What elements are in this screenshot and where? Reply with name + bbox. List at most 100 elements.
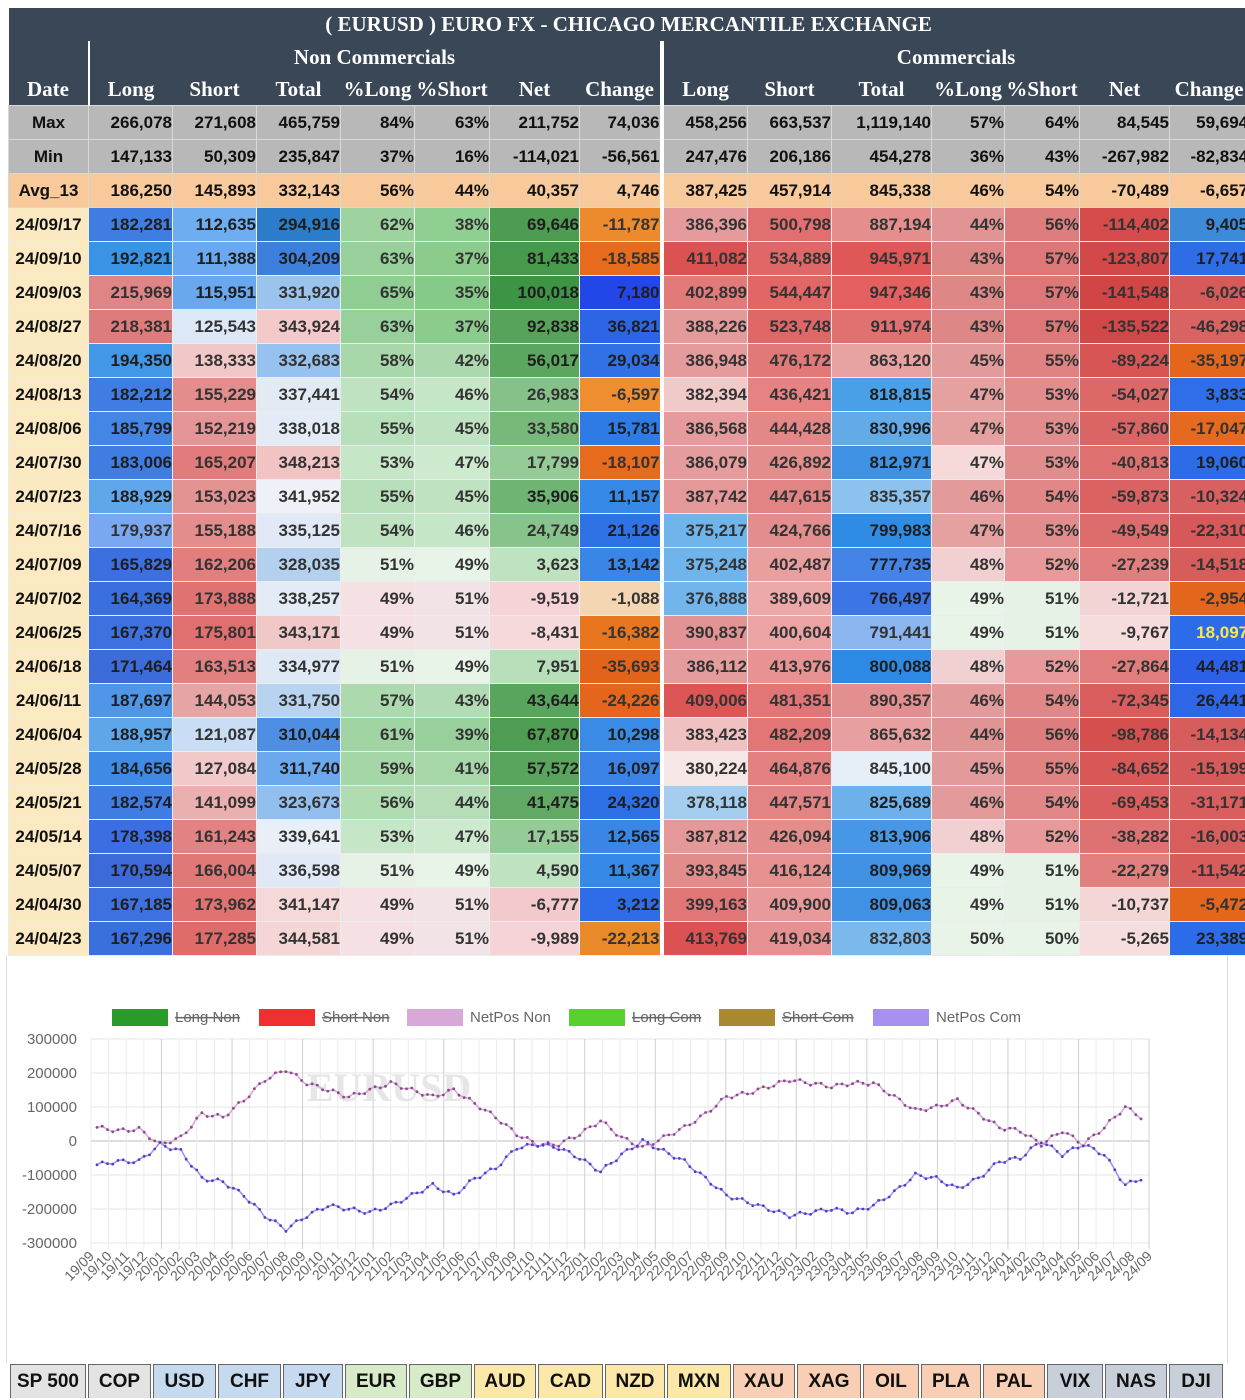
netpos-non-point <box>305 1083 309 1087</box>
table-cell: 50% <box>931 921 1005 956</box>
table-cell: 51% <box>414 615 490 650</box>
netpos-non-point <box>956 1097 959 1101</box>
netpos-non-point <box>772 1084 776 1088</box>
netpos-non-point <box>950 1099 954 1103</box>
stat-cell: 43% <box>1004 139 1080 174</box>
table-cell: 21,126 <box>579 513 662 548</box>
table-cell: 378,118 <box>659 785 748 820</box>
nav-button-xag[interactable]: XAG <box>797 1364 861 1398</box>
netpos-non-point <box>1092 1133 1096 1137</box>
netpos-com-point <box>924 1177 928 1181</box>
netpos-non-point <box>321 1088 324 1092</box>
table-cell: 402,487 <box>747 547 832 582</box>
netpos-non-point <box>1129 1107 1132 1110</box>
nav-button-usd[interactable]: USD <box>153 1364 216 1398</box>
table-cell: -18,585 <box>579 241 662 276</box>
netpos-non-point <box>688 1123 692 1127</box>
netpos-non-point <box>903 1104 907 1107</box>
table-cell: 49% <box>414 853 490 888</box>
netpos-com-point <box>704 1175 707 1179</box>
table-cell: 332,683 <box>256 343 341 378</box>
netpos-com-point <box>342 1208 345 1212</box>
table-cell: -57,860 <box>1079 411 1170 446</box>
table-cell: 51% <box>1004 581 1080 616</box>
netpos-non-point <box>190 1125 193 1129</box>
table-row: 24/09/17 182,281 112,635 294,916 62% 38% 69,64… <box>8 207 1245 242</box>
legend-label: Long Non <box>175 1009 240 1026</box>
stat-cell: 40,357 <box>489 173 580 208</box>
netpos-com-point <box>163 1144 167 1148</box>
netpos-com-point <box>604 1163 608 1167</box>
nav-button-jpy[interactable]: JPY <box>283 1364 343 1398</box>
netpos-com-point <box>1081 1144 1085 1148</box>
table-cell: 832,803 <box>831 921 932 956</box>
table-cell: 144,053 <box>172 683 257 718</box>
nav-button-pla[interactable]: PLA <box>921 1364 981 1398</box>
netpos-com-point <box>578 1157 582 1161</box>
table-cell: 331,750 <box>256 683 341 718</box>
table-cell: 165,207 <box>172 445 257 480</box>
column-header-non-change: Change <box>579 73 662 106</box>
table-cell: -49,549 <box>1079 513 1170 548</box>
nav-button-mxn[interactable]: MXN <box>667 1364 731 1398</box>
netpos-com-point <box>195 1168 199 1172</box>
nav-button-gbp[interactable]: GBP <box>409 1364 472 1398</box>
nav-button-oil[interactable]: OIL <box>863 1364 919 1398</box>
table-cell: 45% <box>414 411 490 446</box>
stat-cell: 46% <box>931 173 1005 208</box>
stat-cell: 458,256 <box>659 105 748 140</box>
nav-button-cop[interactable]: COP <box>88 1364 151 1398</box>
nav-button-cad[interactable]: CAD <box>538 1364 603 1398</box>
table-cell: 10,298 <box>579 717 662 752</box>
netpos-non-point <box>462 1096 466 1099</box>
netpos-non-point <box>142 1130 146 1134</box>
nav-button-xau[interactable]: XAU <box>733 1364 795 1398</box>
nav-button-pal[interactable]: PAL <box>983 1364 1045 1398</box>
nav-button-chf[interactable]: CHF <box>218 1364 281 1398</box>
nav-button-sp-500[interactable]: SP 500 <box>10 1364 86 1398</box>
netpos-non-point <box>274 1071 277 1075</box>
nav-button-nzd[interactable]: NZD <box>605 1364 665 1398</box>
netpos-com-point <box>174 1147 178 1151</box>
netpos-non-point <box>756 1087 760 1091</box>
netpos-non-point <box>184 1131 188 1135</box>
netpos-non-point <box>148 1137 151 1141</box>
table-cell: 47% <box>931 377 1005 412</box>
stats-body: Max 266,078 271,608 465,759 84% 63% 211,752 74,… <box>8 105 1245 208</box>
stat-cell: 63% <box>414 105 490 140</box>
stat-cell: 1,119,140 <box>831 105 932 140</box>
netpos-non-point <box>499 1121 503 1125</box>
table-cell: 19,060 <box>1168 445 1245 480</box>
table-cell: 35,906 <box>489 479 580 514</box>
table-cell: -114,402 <box>1079 207 1170 242</box>
nav-button-aud[interactable]: AUD <box>474 1364 536 1398</box>
netpos-com-point <box>630 1147 634 1151</box>
netpos-com-point <box>368 1210 372 1213</box>
table-cell: 413,976 <box>747 649 832 684</box>
netpos-non-point <box>1060 1131 1064 1135</box>
table-cell: 43% <box>931 309 1005 344</box>
table-cell: 54% <box>1004 479 1080 514</box>
netpos-com-point <box>956 1185 959 1189</box>
nav-button-eur[interactable]: EUR <box>345 1364 407 1398</box>
netpos-com-point <box>499 1163 503 1167</box>
netpos-com-point <box>190 1164 193 1168</box>
netpos-com-point <box>908 1178 912 1182</box>
y-tick-label: 300000 <box>27 1031 77 1048</box>
netpos-non-point <box>163 1141 167 1145</box>
stat-cell: 37% <box>340 139 415 174</box>
table-cell: 424,766 <box>747 513 832 548</box>
nav-button-nas[interactable]: NAS <box>1105 1364 1167 1398</box>
nav-button-dji[interactable]: DJI <box>1169 1364 1223 1398</box>
netpos-com-point <box>714 1186 718 1190</box>
netpos-com-point <box>730 1197 734 1201</box>
netpos-com-point <box>709 1182 713 1186</box>
netpos-non-point <box>174 1137 178 1140</box>
netpos-non-point <box>683 1124 686 1127</box>
netpos-com-point <box>903 1183 907 1187</box>
table-row: 24/06/18 171,464 163,513 334,977 51% 49% 7,951… <box>8 649 1245 684</box>
netpos-com-point <box>373 1207 377 1211</box>
netpos-com-point <box>777 1209 781 1212</box>
table-cell: 63% <box>340 309 415 344</box>
nav-button-vix[interactable]: VIX <box>1047 1364 1103 1398</box>
